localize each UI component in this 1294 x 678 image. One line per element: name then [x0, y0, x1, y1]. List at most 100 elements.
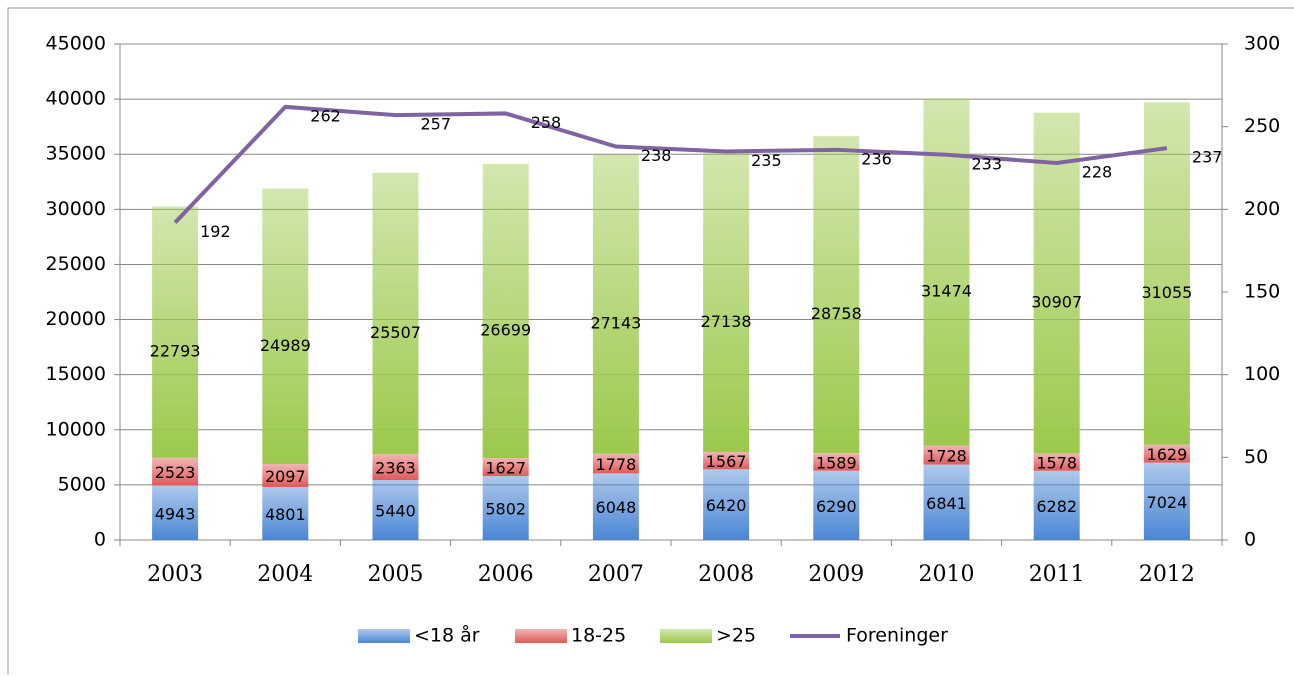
chart-frame — [7, 7, 1294, 674]
y2-tick-label: 200 — [1244, 198, 1280, 220]
line — [173, 104, 1168, 224]
data-label: 30907 — [1031, 293, 1082, 312]
data-label: 233 — [972, 154, 1003, 173]
bar — [262, 188, 309, 464]
bar — [923, 464, 970, 540]
data-label: 258 — [531, 113, 562, 132]
y-tick-label: 35000 — [46, 143, 106, 165]
data-label: 27143 — [590, 314, 641, 333]
data-label: 6290 — [816, 497, 857, 516]
bar — [1033, 470, 1080, 540]
data-label: 236 — [861, 149, 892, 168]
data-label: 22793 — [150, 342, 201, 361]
y-tick-label: 30000 — [46, 198, 106, 220]
bar — [592, 473, 639, 540]
y-tick-label: 10000 — [46, 418, 106, 440]
legend-label: 18-25 — [571, 625, 626, 647]
data-label: 31474 — [921, 282, 972, 301]
data-label: 5802 — [485, 500, 526, 519]
y-tick-label: 20000 — [46, 308, 106, 330]
y-tick-label: 25000 — [46, 253, 106, 275]
legend-label: <18 år — [414, 624, 480, 647]
bar — [152, 206, 199, 458]
data-label: 25507 — [370, 323, 421, 342]
data-label: 1728 — [926, 447, 967, 466]
data-label: 1627 — [485, 459, 526, 478]
bar — [703, 451, 750, 470]
bar — [152, 485, 199, 540]
data-label: 6841 — [926, 494, 967, 513]
bar — [592, 453, 639, 474]
legend-label: >25 — [716, 625, 756, 647]
x-tick-label: 2010 — [919, 562, 975, 587]
bar — [923, 445, 970, 465]
y2-tick-label: 50 — [1244, 446, 1268, 468]
data-label: 4943 — [155, 504, 196, 523]
x-tick-label: 2009 — [808, 562, 864, 587]
bar — [482, 476, 529, 540]
y2-tick-label: 250 — [1244, 115, 1280, 137]
x-tick-label: 2003 — [147, 562, 203, 587]
data-label: 7024 — [1147, 493, 1188, 512]
data-label: 262 — [310, 106, 341, 125]
bar — [813, 453, 860, 471]
data-label: 1567 — [706, 452, 747, 471]
bar — [1033, 453, 1080, 471]
bar — [152, 457, 199, 486]
data-label: 1578 — [1036, 454, 1077, 473]
data-label: 237 — [1192, 148, 1223, 167]
y-tick-label: 0 — [94, 529, 106, 551]
bar — [813, 470, 860, 540]
data-label: 5440 — [375, 502, 416, 521]
y2-tick-label: 150 — [1244, 281, 1280, 303]
x-tick-label: 2005 — [368, 562, 424, 587]
bar — [372, 453, 419, 481]
x-tick-label: 2006 — [478, 562, 534, 587]
data-label: 26699 — [480, 320, 531, 339]
legend-swatch — [358, 629, 410, 643]
y-tick-label: 45000 — [46, 33, 106, 55]
data-label: 6420 — [706, 496, 747, 515]
y2-tick-label: 300 — [1244, 33, 1280, 55]
data-label: 2363 — [375, 459, 416, 478]
bar — [482, 458, 529, 477]
bar — [923, 98, 970, 446]
data-label: 2097 — [265, 467, 306, 486]
bar — [482, 163, 529, 459]
y2-tick-label: 100 — [1244, 363, 1280, 385]
data-label: 192 — [200, 222, 231, 241]
data-label: 6048 — [596, 498, 637, 517]
bar — [1143, 444, 1190, 463]
data-label: 31055 — [1141, 283, 1192, 302]
x-tick-label: 2011 — [1029, 562, 1085, 587]
y-tick-label: 5000 — [58, 473, 106, 495]
data-label: 1629 — [1147, 445, 1188, 464]
data-label: 24989 — [260, 336, 311, 355]
data-label: 228 — [1082, 163, 1113, 182]
bar — [1143, 102, 1190, 445]
data-label: 235 — [751, 151, 782, 170]
bar — [1033, 112, 1080, 454]
data-label: 27138 — [701, 312, 752, 331]
x-tick-label: 2012 — [1139, 562, 1195, 587]
y2-tick-label: 0 — [1244, 529, 1256, 551]
data-label: 257 — [421, 115, 452, 134]
y-tick-label: 40000 — [46, 88, 106, 110]
x-tick-label: 2004 — [257, 562, 313, 587]
legend-swatch — [515, 629, 567, 643]
bar — [262, 463, 309, 488]
legend-swatch — [660, 629, 712, 643]
bar — [1143, 462, 1190, 540]
data-label: 28758 — [811, 304, 862, 323]
bar — [372, 172, 419, 454]
x-tick-label: 2008 — [698, 562, 754, 587]
bar — [703, 152, 750, 452]
bar — [703, 469, 750, 540]
y-tick-label: 15000 — [46, 363, 106, 385]
bar — [372, 480, 419, 540]
legend-label: Foreninger — [846, 625, 948, 647]
data-label: 1778 — [596, 455, 637, 474]
data-label: 238 — [641, 146, 672, 165]
